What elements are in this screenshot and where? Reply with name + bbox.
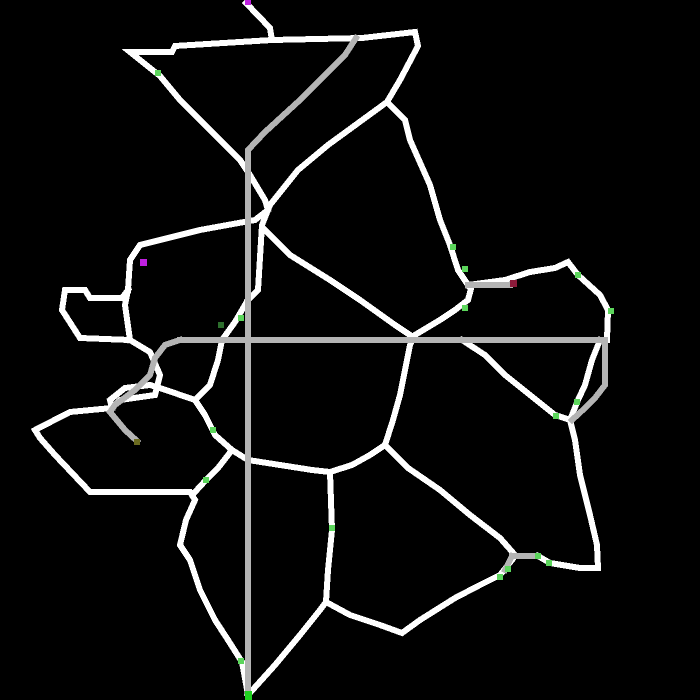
goal-marker[interactable] (510, 280, 517, 287)
road-segment (106, 295, 253, 412)
road-segment (190, 281, 476, 476)
waypoint-node[interactable] (203, 477, 209, 483)
waypoint-node[interactable] (238, 315, 244, 321)
waypoint-node[interactable] (608, 308, 614, 314)
waypoint-node[interactable] (210, 427, 216, 433)
waypoint-node[interactable] (155, 70, 161, 76)
marker-layer (140, 0, 517, 700)
node-layer (134, 70, 614, 664)
olive-node[interactable] (134, 439, 140, 445)
waypoint-node[interactable] (218, 322, 224, 328)
route-segment (245, 33, 361, 698)
route-layer (106, 33, 608, 698)
player-marker[interactable] (245, 0, 251, 5)
waypoint-node[interactable] (575, 272, 581, 278)
road-segment (30, 285, 252, 699)
road-segment (190, 445, 237, 497)
waypoint-node[interactable] (329, 525, 335, 531)
road-segment (464, 258, 612, 344)
road-segment (243, 597, 331, 700)
road-segment (533, 416, 602, 571)
waypoint-node[interactable] (574, 399, 580, 405)
waypoint-node[interactable] (505, 566, 511, 572)
waypoint-node[interactable] (462, 266, 468, 272)
waypoint-node[interactable] (450, 244, 456, 250)
road-segment (457, 335, 604, 424)
road-segment (241, 0, 422, 305)
route-segment (106, 336, 184, 446)
road-layer (30, 0, 612, 700)
waypoint-node[interactable] (238, 658, 244, 664)
waypoint-node[interactable] (497, 574, 503, 580)
waypoint-node[interactable] (553, 413, 559, 419)
road-segment (322, 468, 517, 637)
route-segment (177, 337, 608, 425)
waypoint-node[interactable] (535, 553, 541, 559)
road-segment (382, 97, 473, 290)
start-marker[interactable] (245, 691, 252, 700)
waypoint-node[interactable] (462, 305, 468, 311)
road-segment (260, 225, 415, 340)
road-segment (380, 440, 520, 560)
waypoint-node[interactable] (546, 560, 552, 566)
road-segment (121, 286, 134, 344)
player-marker[interactable] (140, 259, 147, 266)
